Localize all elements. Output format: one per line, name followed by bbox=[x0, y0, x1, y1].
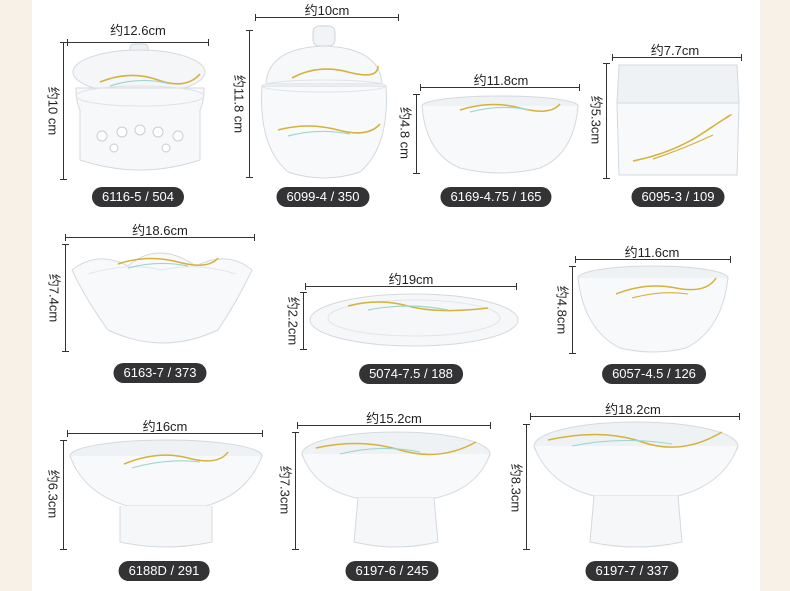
width-label: 约16cm bbox=[142, 419, 188, 434]
width-dimension-line bbox=[575, 256, 731, 263]
pedestal-plate-image bbox=[301, 431, 491, 548]
width-dimension-line bbox=[67, 430, 263, 437]
width-label: 约11.6cm bbox=[624, 245, 680, 260]
width-label: 约19cm bbox=[388, 272, 434, 287]
height-label: 约7.4cm bbox=[46, 273, 62, 323]
product-code-badge: 6057-4.5 / 126 bbox=[602, 364, 706, 384]
product-code-badge: 6197-6 / 245 bbox=[345, 561, 439, 581]
width-label: 约18.2cm bbox=[605, 402, 661, 417]
height-dimension-line bbox=[523, 424, 530, 550]
bowl-image bbox=[421, 95, 579, 174]
width-dimension-line bbox=[305, 283, 517, 290]
height-dimension-line bbox=[60, 42, 67, 180]
flat-plate-image bbox=[309, 293, 519, 347]
product-code-badge: 6169-4.75 / 165 bbox=[440, 187, 552, 207]
height-dimension-line bbox=[62, 244, 69, 352]
height-label: 约5.3cm bbox=[588, 95, 604, 145]
width-dimension-line bbox=[65, 234, 255, 241]
height-dimension-line bbox=[300, 292, 307, 350]
height-label: 约11.8 cm bbox=[231, 74, 247, 134]
product-code-badge: 6095-3 / 109 bbox=[631, 187, 725, 207]
width-dimension-line bbox=[67, 39, 209, 46]
footed-bowl-image bbox=[69, 439, 263, 548]
height-label: 约8.3cm bbox=[508, 463, 524, 513]
product-code-badge: 6116-5 / 504 bbox=[91, 187, 185, 207]
width-label: 约11.8cm bbox=[473, 73, 529, 88]
height-label: 约10 cm bbox=[45, 86, 61, 136]
width-dimension-line bbox=[255, 14, 399, 21]
width-label: 约10cm bbox=[304, 3, 350, 18]
product-code-badge: 6197-7 / 337 bbox=[585, 561, 679, 581]
height-dimension-line bbox=[246, 30, 253, 178]
product-code-badge: 6163-7 / 373 bbox=[113, 363, 207, 383]
height-label: 约6.3cm bbox=[45, 469, 61, 519]
width-label: 约12.6cm bbox=[110, 23, 166, 38]
width-dimension-line bbox=[530, 413, 740, 420]
lidded-warmer-pot-image bbox=[72, 43, 206, 171]
height-dimension-line bbox=[60, 440, 67, 550]
height-label: 约2.2cm bbox=[285, 296, 301, 346]
height-label: 约7.3cm bbox=[277, 465, 293, 515]
width-dimension-line bbox=[612, 54, 742, 61]
product-code-badge: 6099-4 / 350 bbox=[276, 187, 370, 207]
deep-bowl-image bbox=[577, 265, 729, 353]
width-label: 约18.6cm bbox=[132, 223, 188, 238]
large-pedestal-plate-image bbox=[533, 421, 739, 548]
height-dimension-line bbox=[569, 266, 576, 354]
width-dimension-line bbox=[297, 422, 491, 429]
product-code-badge: 5074-7.5 / 188 bbox=[359, 364, 463, 384]
lidded-jar-image bbox=[261, 25, 387, 179]
width-label: 约7.7cm bbox=[650, 43, 700, 58]
height-label: 约4.8cm bbox=[554, 285, 570, 335]
square-bowl-image bbox=[616, 64, 740, 176]
height-label: 约4.8 cm bbox=[397, 106, 413, 160]
height-dimension-line bbox=[292, 432, 299, 550]
width-label: 约15.2cm bbox=[366, 411, 422, 426]
lotus-bowl-image bbox=[71, 252, 253, 344]
height-dimension-line bbox=[603, 63, 610, 179]
width-dimension-line bbox=[420, 84, 580, 91]
product-code-badge: 6188D / 291 bbox=[118, 561, 210, 581]
height-dimension-line bbox=[413, 94, 420, 174]
